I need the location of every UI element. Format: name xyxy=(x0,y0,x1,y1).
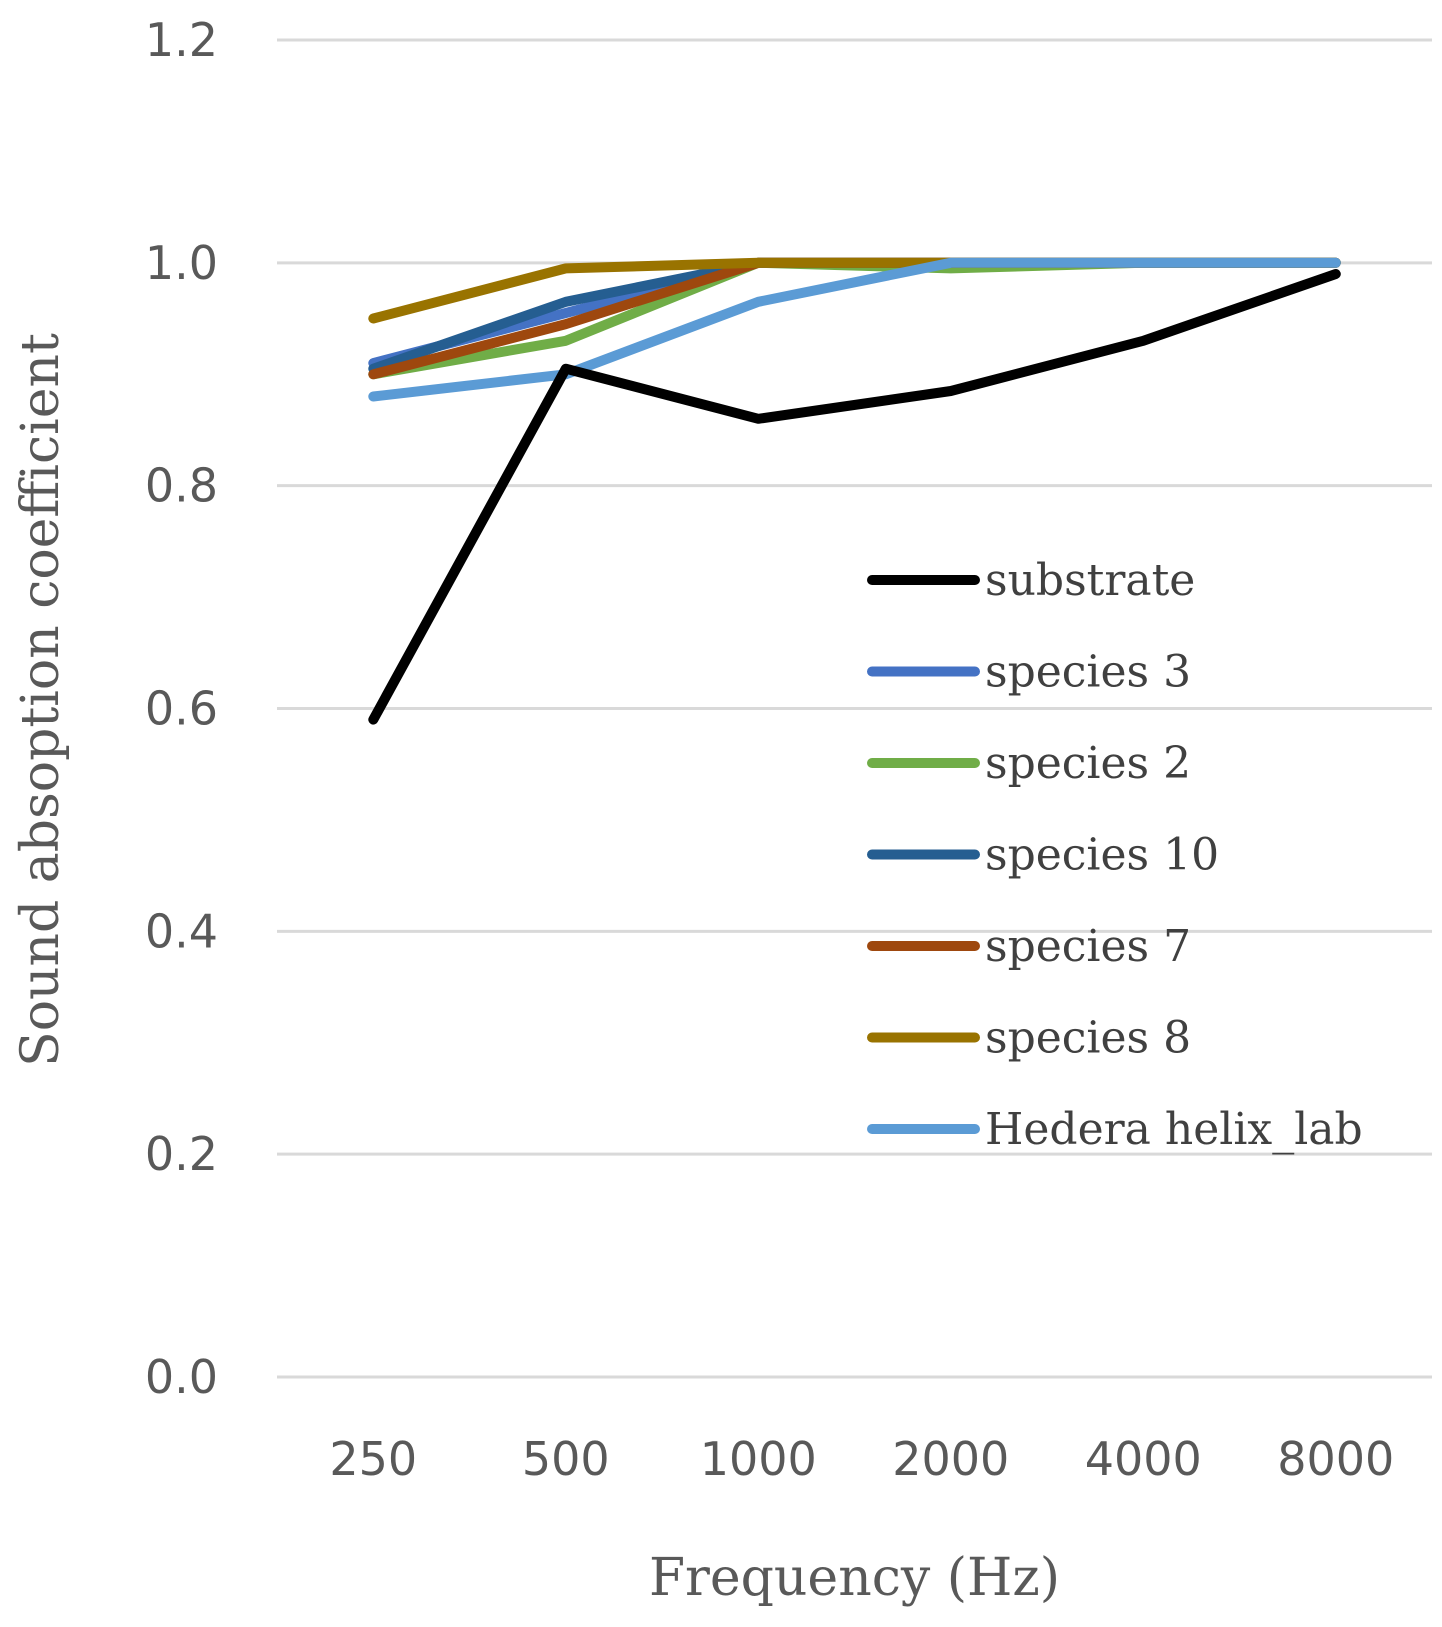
legend-label: species 7 xyxy=(985,921,1191,972)
y-axis-ticks: 0.0 0.2 0.4 0.6 0.8 1.0 1.2 xyxy=(145,13,218,1404)
legend-item: substrate xyxy=(867,555,1195,606)
y-tick-label: 0.6 xyxy=(145,682,218,736)
y-tick-label: 1.2 xyxy=(145,13,218,67)
legend-item: species 10 xyxy=(867,830,1219,881)
legend-item: Hedera helix_lab xyxy=(867,1104,1363,1155)
legend: substrate species 3 species 2 species 10 spe… xyxy=(867,555,1363,1155)
series-line-species-8 xyxy=(368,257,1341,324)
legend-item: species 8 xyxy=(867,1013,1191,1064)
x-axis-title: Frequency (Hz) xyxy=(649,1548,1060,1608)
legend-label: species 2 xyxy=(985,738,1191,789)
series-lines xyxy=(368,257,1341,725)
y-tick-label: 0.2 xyxy=(145,1127,218,1181)
legend-label: species 10 xyxy=(985,830,1219,881)
x-tick-label: 8000 xyxy=(1277,1432,1394,1486)
legend-item: species 7 xyxy=(867,921,1191,972)
series-line-substrate xyxy=(368,269,1341,725)
x-tick-label: 500 xyxy=(522,1432,610,1486)
legend-label: substrate xyxy=(985,555,1195,606)
series-line-hedera-helix-lab xyxy=(368,257,1341,402)
x-tick-label: 4000 xyxy=(1085,1432,1202,1486)
legend-item: species 3 xyxy=(867,647,1191,698)
y-tick-label: 0.4 xyxy=(145,904,218,958)
x-axis-ticks: 250 500 1000 2000 4000 8000 xyxy=(329,1432,1394,1486)
y-tick-label: 0.8 xyxy=(145,459,218,513)
y-tick-label: 0.0 xyxy=(145,1350,218,1404)
legend-label: species 8 xyxy=(985,1013,1191,1064)
legend-label: Hedera helix_lab xyxy=(985,1104,1363,1155)
x-tick-label: 1000 xyxy=(700,1432,817,1486)
x-tick-label: 250 xyxy=(329,1432,417,1486)
grid-lines xyxy=(277,38,1432,1379)
x-tick-label: 2000 xyxy=(892,1432,1009,1486)
legend-label: species 3 xyxy=(985,647,1191,698)
y-axis-title: Sound absoption coefficient xyxy=(11,333,71,1067)
y-tick-label: 1.0 xyxy=(145,236,218,290)
legend-item: species 2 xyxy=(867,738,1191,789)
